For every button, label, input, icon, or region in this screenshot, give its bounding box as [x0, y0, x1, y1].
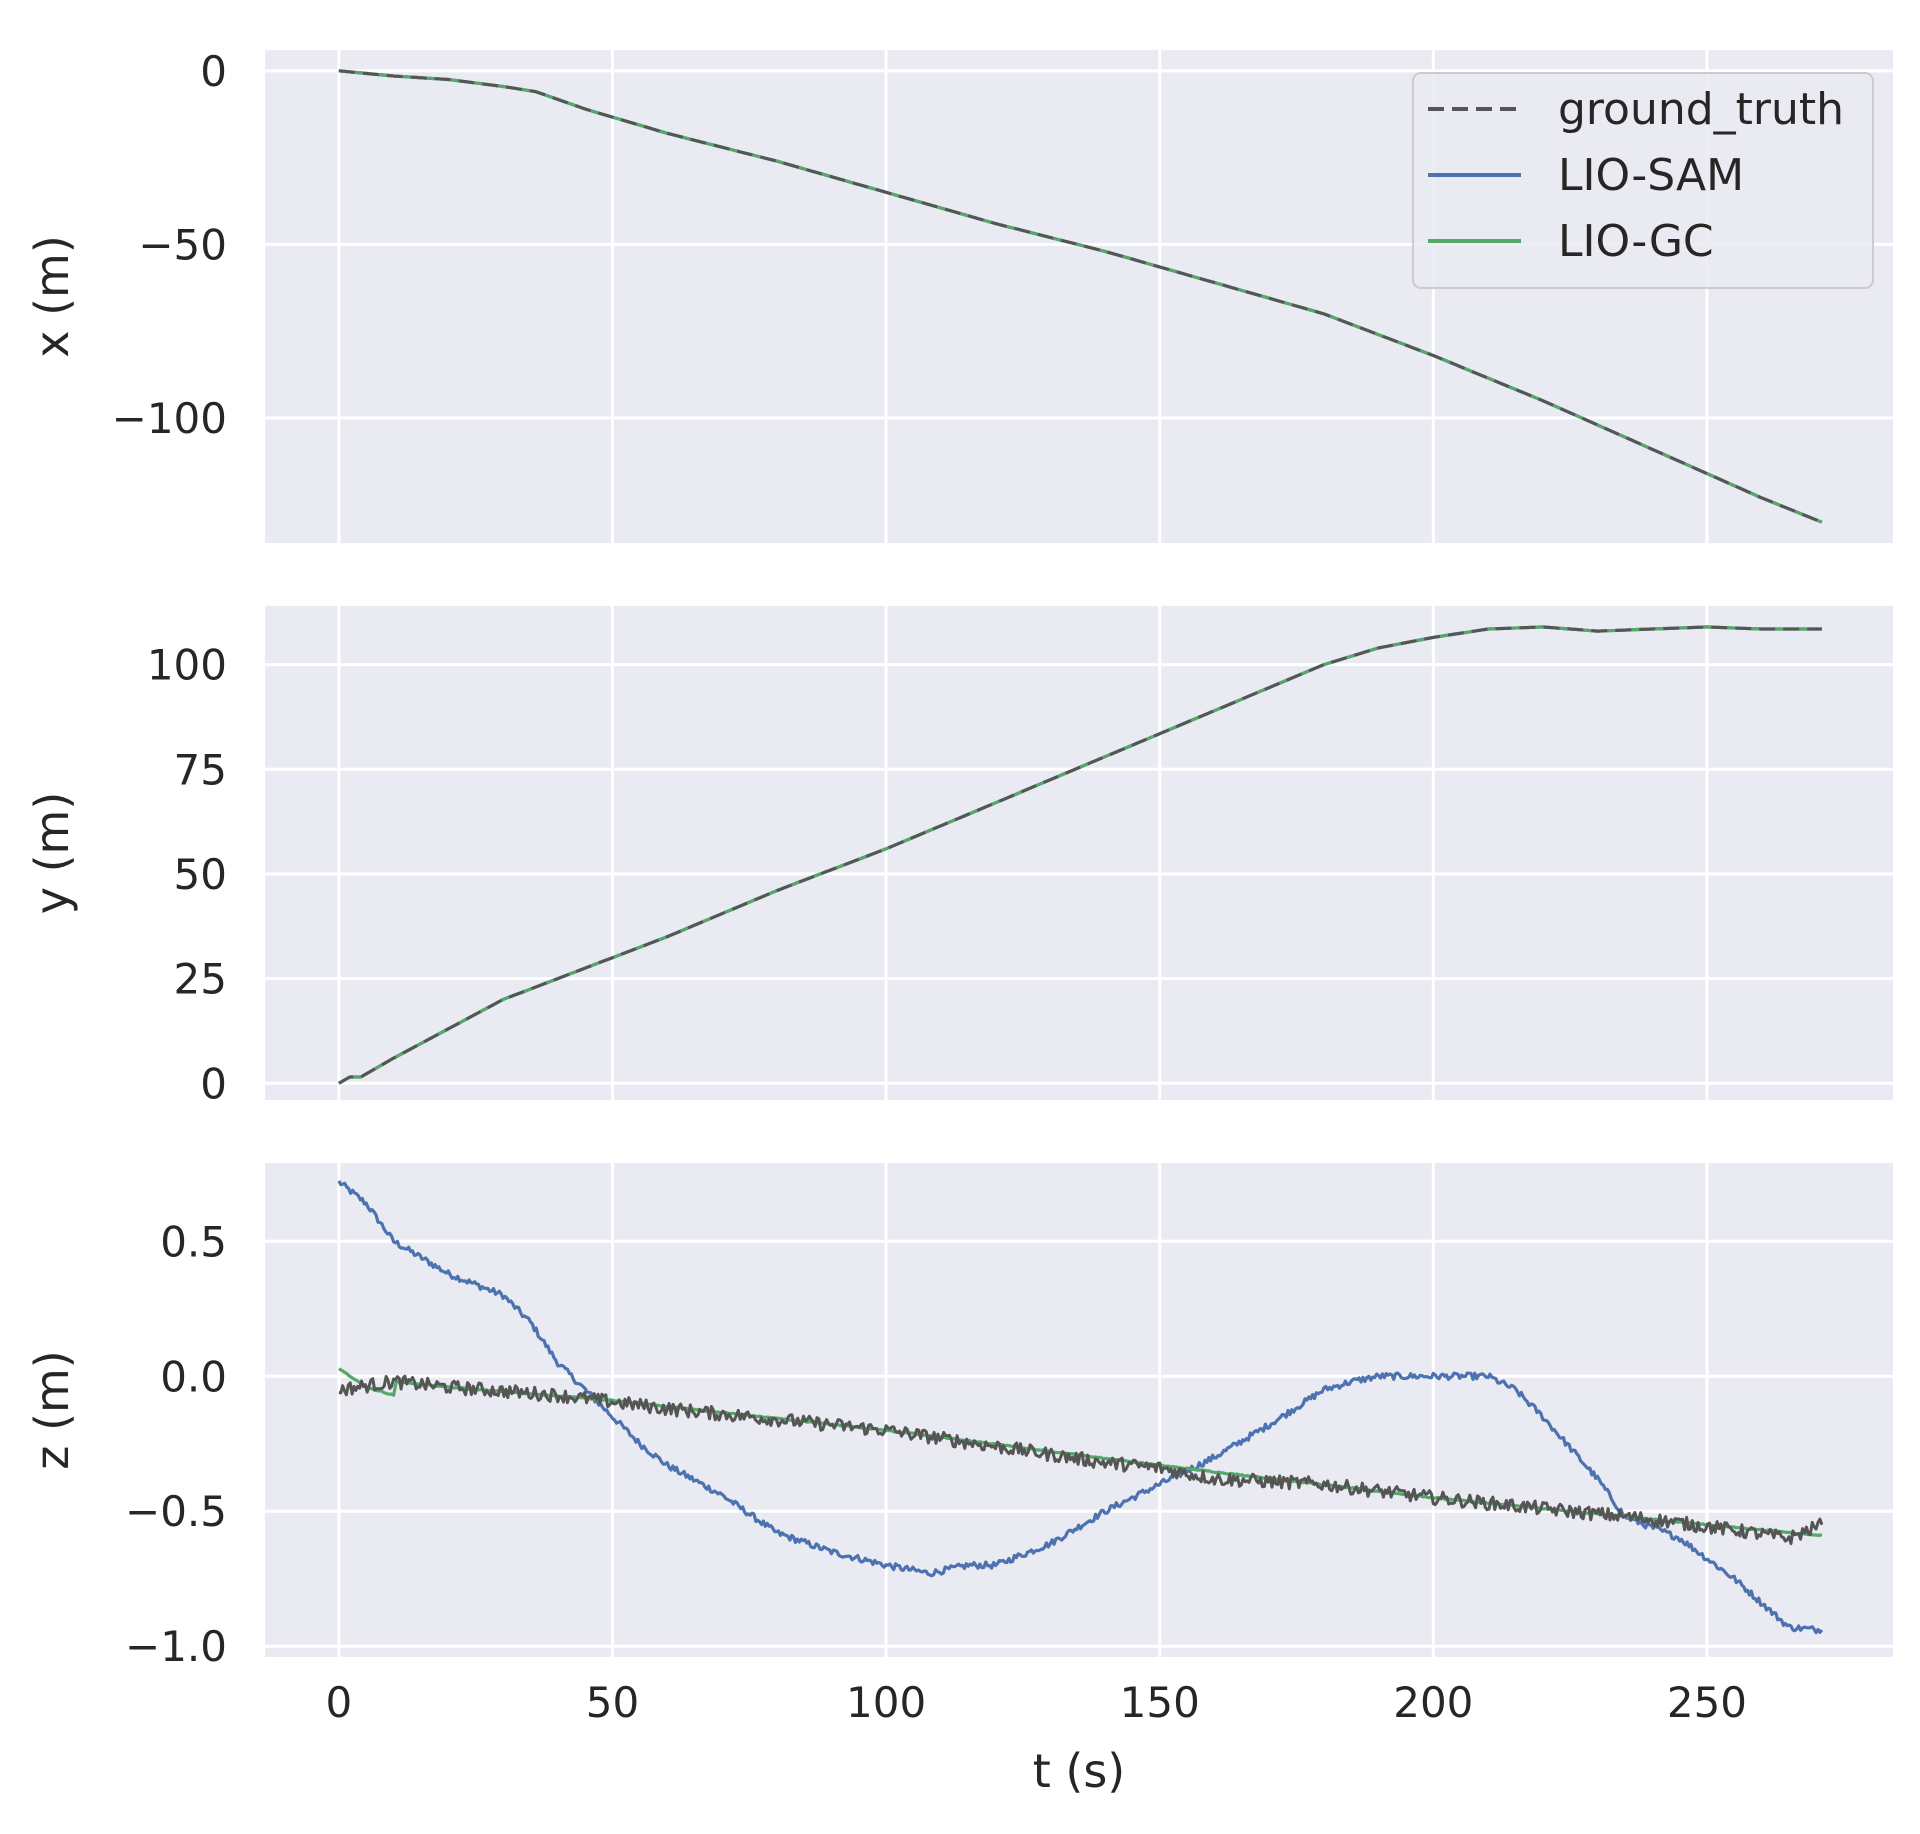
panel-1-y-tick-label: 100 — [147, 641, 227, 690]
panel-0-y-tick-label: −50 — [138, 220, 227, 269]
x-tick-label: 150 — [1120, 1678, 1200, 1727]
panel-2-series-ground-truth — [338, 1374, 1824, 1546]
legend-box — [1412, 72, 1874, 289]
x-tick-label: 250 — [1667, 1678, 1747, 1727]
panel-2-series-lio-sam — [337, 1180, 1824, 1635]
panel-2-y-tick-label: 0.5 — [160, 1217, 227, 1266]
legend-entry-label: ground_truth — [1558, 84, 1844, 135]
panel-2-y-tick-label: −0.5 — [125, 1487, 227, 1536]
panel-1-y-tick-label: 0 — [200, 1059, 227, 1108]
x-tick-label: 200 — [1393, 1678, 1473, 1727]
x-tick-label: 50 — [586, 1678, 639, 1727]
panel-0-y-tick-label: 0 — [200, 47, 227, 96]
panel-0-series-ground-truth — [338, 69, 1823, 524]
panel-0-y-tick-label: −100 — [112, 394, 227, 443]
panel-2-background — [265, 1163, 1893, 1657]
legend-entry-label: LIO-SAM — [1558, 150, 1744, 201]
panel-1-series-ground-truth — [338, 625, 1822, 1085]
panel-1-background — [265, 606, 1893, 1100]
panel-0-y-axis-label: x (m) — [25, 235, 79, 358]
x-tick-label: 100 — [846, 1678, 926, 1727]
x-tick-label: 0 — [326, 1678, 353, 1727]
panel-2-y-tick-label: 0.0 — [160, 1352, 227, 1401]
panel-1-y-tick-label: 50 — [174, 850, 227, 899]
x-axis-label: t (s) — [1033, 1744, 1126, 1798]
panel-2-y-axis-label: z (m) — [25, 1350, 79, 1469]
panel-1-y-tick-label: 25 — [174, 955, 227, 1004]
legend-entry-label: LIO-GC — [1558, 216, 1714, 267]
panel-1-y-tick-label: 75 — [174, 745, 227, 794]
panel-2-y-tick-label: −1.0 — [125, 1622, 227, 1671]
panel-1-y-axis-label: y (m) — [25, 792, 79, 915]
